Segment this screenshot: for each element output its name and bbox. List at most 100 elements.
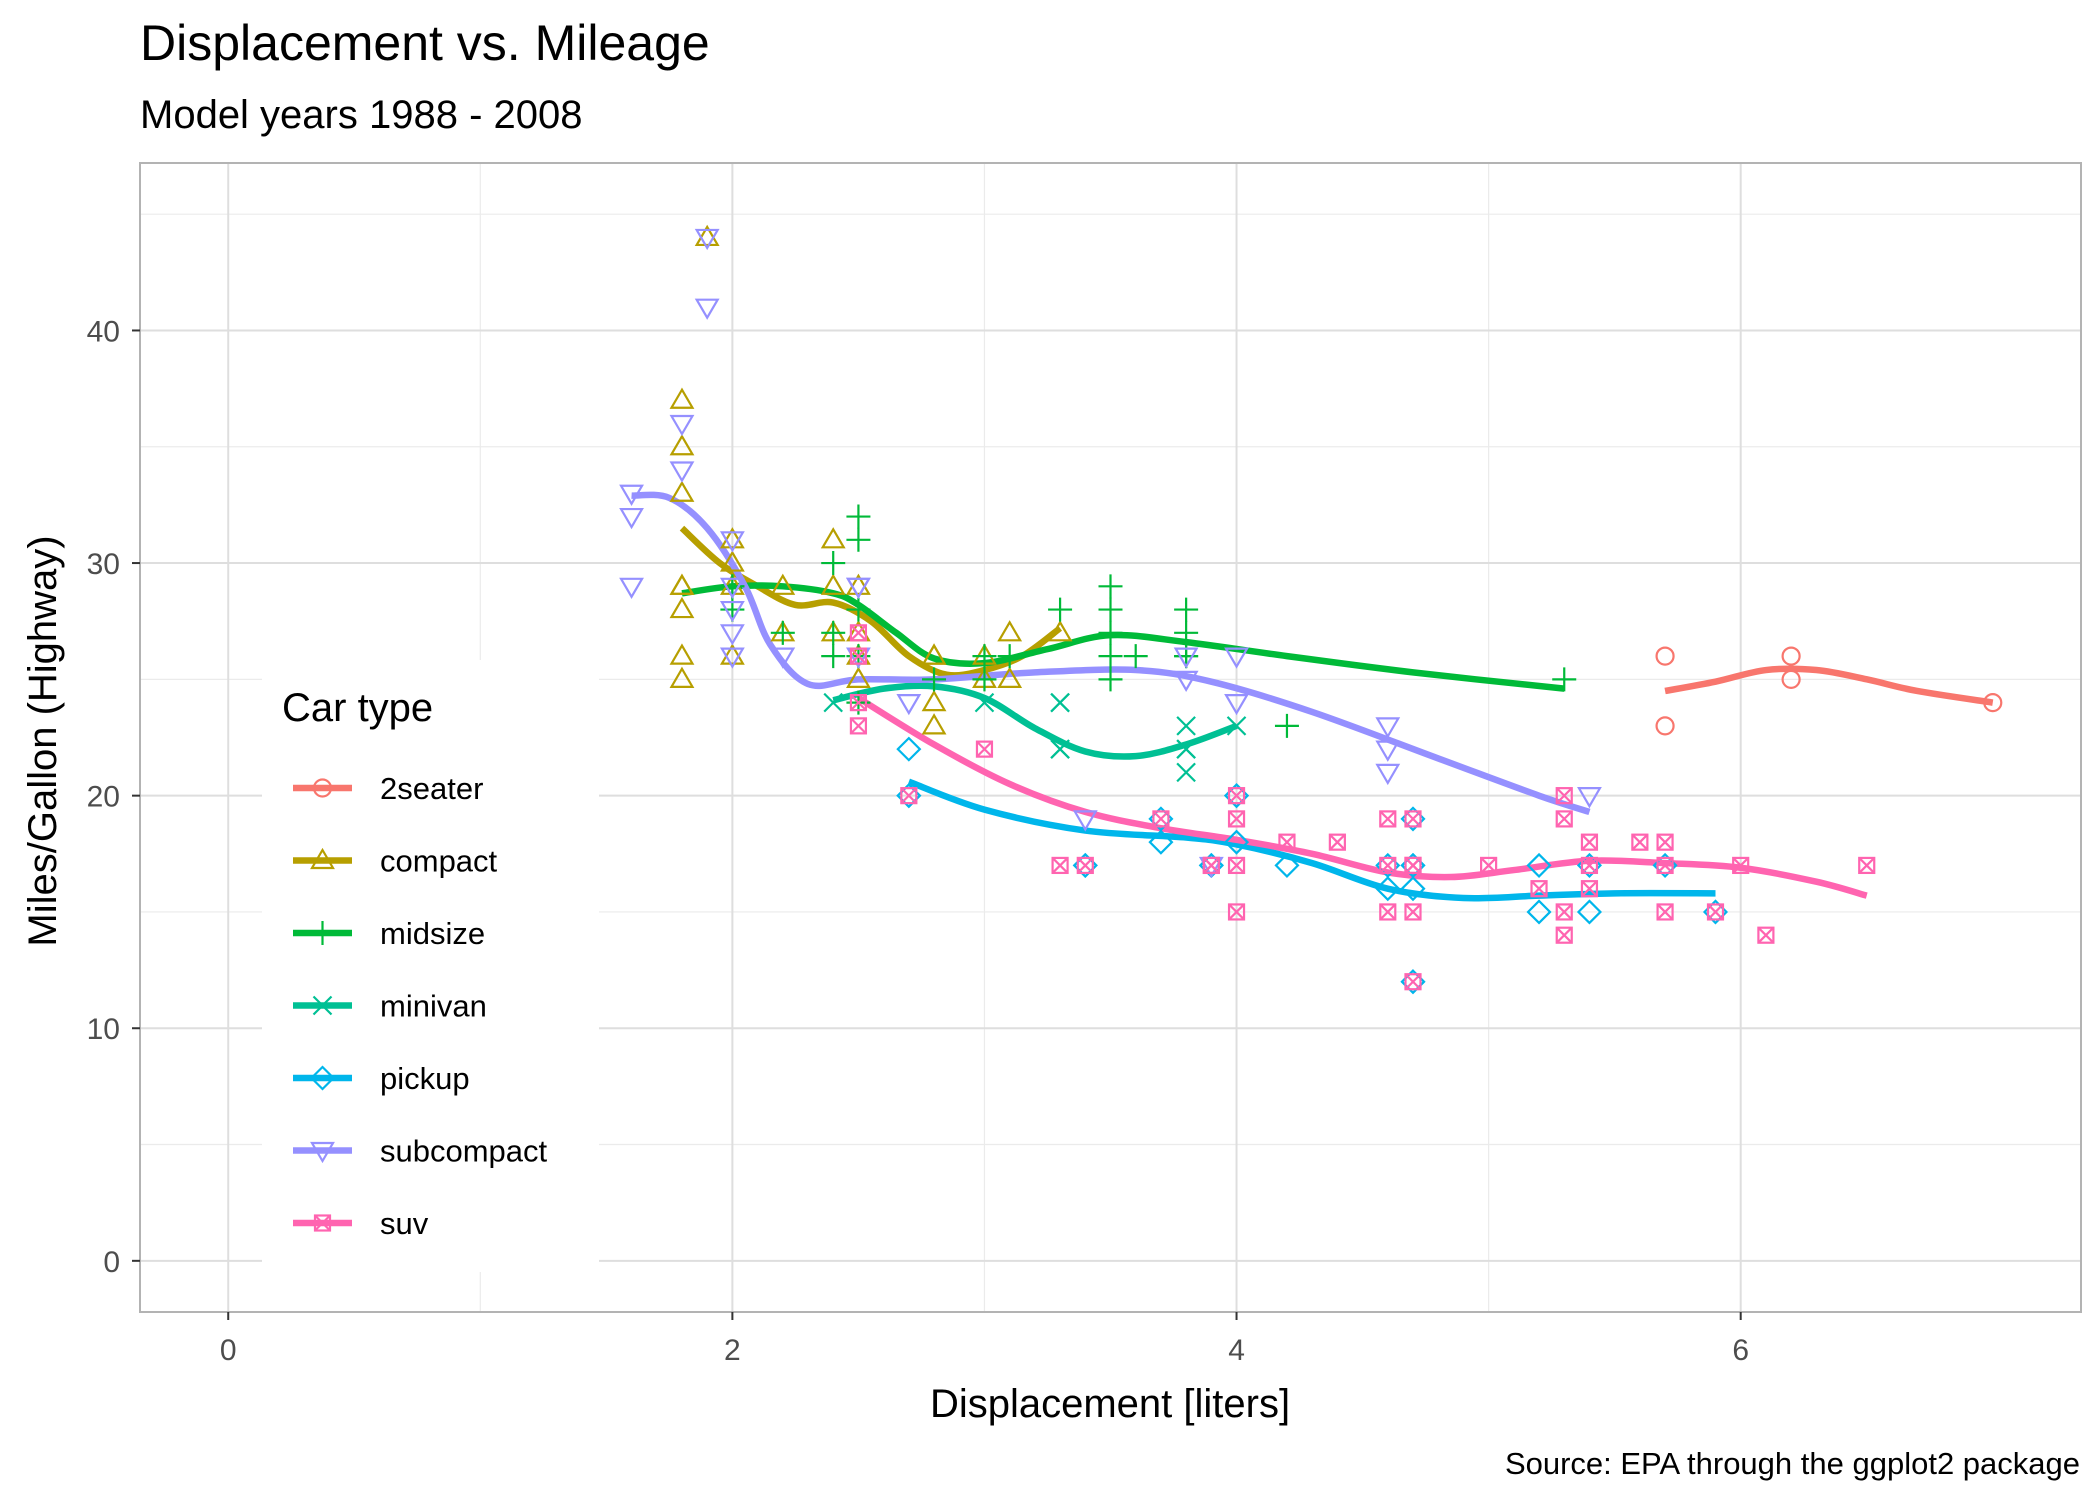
marker-shape: [846, 527, 871, 552]
series-suv-points: [849, 624, 1876, 991]
point-minivan: [1176, 739, 1196, 759]
point-compact: [669, 666, 695, 688]
point-pickup: [1576, 899, 1603, 925]
marker-shape: [974, 692, 995, 713]
marker-shape: [719, 624, 745, 646]
point-minivan: [1050, 692, 1070, 713]
marker-shape: [1379, 810, 1397, 828]
marker-shape: [1274, 713, 1299, 738]
marker-shape: [1555, 810, 1573, 828]
point-midsize: [846, 597, 871, 622]
marker-shape: [1152, 810, 1170, 828]
marker-shape: [1176, 739, 1196, 759]
point-suv: [1202, 856, 1220, 875]
point-subcompact: [619, 484, 644, 506]
marker-shape: [1732, 856, 1750, 875]
legend-key-marker: [312, 778, 333, 798]
marker-shape: [1480, 857, 1497, 874]
marker-shape: [975, 740, 994, 758]
marker-shape: [1858, 856, 1876, 875]
point-subcompact: [719, 577, 745, 599]
marker-shape: [1375, 740, 1401, 762]
legend-items: 2seater compact midsize minivan pickup subcom…: [293, 771, 548, 1241]
point-pickup: [1526, 852, 1552, 878]
point-subcompact: [719, 600, 745, 623]
point-minivan: [1176, 762, 1196, 783]
marker-shape: [1228, 857, 1245, 874]
point-subcompact: [619, 577, 644, 599]
marker-shape: [921, 713, 947, 735]
marker-shape: [849, 647, 868, 665]
marker-shape: [997, 666, 1023, 688]
point-compact: [846, 666, 871, 688]
marker-shape: [1404, 903, 1422, 921]
marker-shape: [619, 577, 644, 599]
y-axis-ticks: 0 10 20 30 40: [87, 315, 140, 1279]
marker-shape: [1581, 857, 1598, 874]
marker-shape: [1050, 692, 1070, 713]
point-minivan: [1226, 716, 1247, 736]
point-suv: [1227, 856, 1246, 875]
marker-shape: [669, 434, 695, 456]
marker-shape: [1173, 647, 1199, 669]
point-2seater: [1781, 669, 1801, 689]
legend-item-pickup: pickup: [293, 1061, 470, 1096]
point-suv: [1757, 926, 1775, 944]
marker-shape: [1176, 762, 1196, 783]
marker-shape: [1148, 829, 1174, 855]
point-pickup: [1400, 876, 1426, 902]
point-compact: [669, 596, 695, 619]
marker-shape: [1228, 787, 1245, 804]
y-tick-label: 40: [87, 315, 120, 348]
point-suv: [1328, 833, 1346, 851]
marker-shape: [619, 484, 644, 506]
marker-shape: [821, 644, 846, 669]
point-pickup: [1526, 899, 1552, 925]
point-subcompact: [1375, 763, 1401, 786]
marker-shape: [1781, 646, 1801, 666]
marker-shape: [1404, 857, 1422, 874]
marker-shape: [849, 717, 868, 735]
point-compact: [719, 643, 745, 665]
point-subcompact: [1577, 787, 1602, 809]
point-minivan: [1050, 739, 1070, 759]
marker-shape: [1581, 833, 1598, 851]
marker-shape: [1047, 620, 1073, 642]
point-subcompact: [719, 647, 745, 669]
marker-shape: [719, 531, 745, 553]
series-minivan-points: [823, 692, 1247, 783]
marker-shape: [1530, 880, 1548, 897]
point-compact: [846, 573, 871, 595]
marker-shape: [1379, 857, 1397, 874]
point-pickup: [1223, 829, 1250, 855]
marker-shape: [846, 666, 871, 688]
point-subcompact: [846, 577, 871, 599]
marker-shape: [1203, 857, 1220, 874]
marker-shape: [1580, 880, 1599, 898]
legend-label: suv: [380, 1206, 429, 1241]
point-suv: [975, 740, 994, 758]
marker-shape: [310, 921, 335, 945]
point-compact: [921, 713, 947, 735]
marker-shape: [1530, 880, 1548, 898]
x-tick-label: 6: [1732, 1334, 1749, 1367]
point-minivan: [1176, 716, 1196, 736]
trend-line-suv: [856, 695, 1868, 899]
point-suv: [1580, 833, 1599, 851]
marker-shape: [314, 1214, 331, 1232]
marker-shape: [1555, 926, 1573, 944]
marker-shape: [1224, 694, 1249, 716]
legend-item-suv: suv: [293, 1206, 429, 1241]
legend-item-2seater: 2seater: [293, 771, 483, 806]
point-suv: [1227, 810, 1246, 828]
point-subcompact: [770, 647, 796, 669]
point-compact: [770, 573, 796, 595]
point-pickup: [1274, 852, 1300, 878]
marker-shape: [1098, 574, 1123, 599]
point-2seater: [1983, 693, 2003, 713]
marker-shape: [1404, 856, 1422, 875]
point-suv: [849, 647, 868, 665]
marker-shape: [820, 573, 846, 595]
point-subcompact: [1375, 717, 1401, 739]
marker-shape: [997, 620, 1023, 642]
